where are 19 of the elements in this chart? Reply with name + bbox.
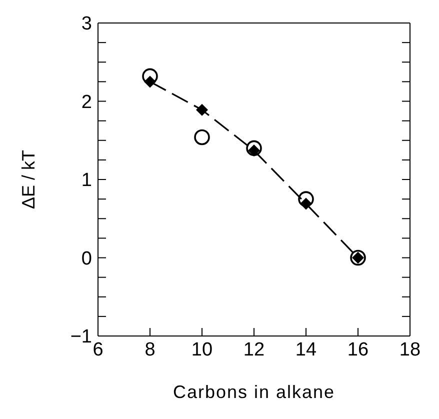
point xyxy=(194,129,210,146)
x-tick-label: 14 xyxy=(295,339,317,360)
x-tick-label: 16 xyxy=(347,339,369,360)
x-tick-label: 10 xyxy=(191,339,213,360)
y-tick-label: 3 xyxy=(81,14,92,35)
x-tick-label: 18 xyxy=(399,339,421,360)
x-axis-title: Carbons in alkane xyxy=(172,382,336,402)
point xyxy=(196,104,208,116)
y-tick-label: −1 xyxy=(70,326,92,348)
y-tick-label: 2 xyxy=(81,92,92,113)
y-tick-label: 1 xyxy=(81,170,92,192)
point xyxy=(246,140,262,156)
point xyxy=(298,191,314,207)
x-tick-label: 12 xyxy=(243,339,265,360)
x-tick-label: 6 xyxy=(92,339,104,360)
point xyxy=(144,76,156,88)
y-axis-title: ΔE / kT xyxy=(18,150,38,210)
x-tick-label: 8 xyxy=(144,339,156,360)
y-tick-label: 0 xyxy=(81,248,92,270)
